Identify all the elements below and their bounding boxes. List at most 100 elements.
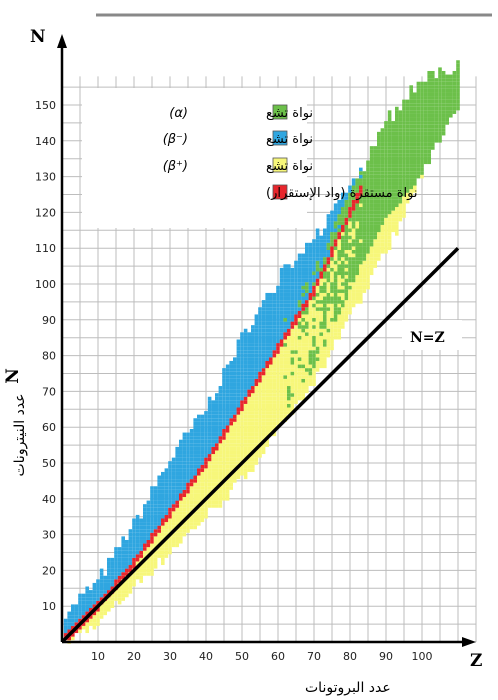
nuclide-cell-alpha <box>323 314 327 319</box>
nuclide-cell-alpha <box>427 153 431 157</box>
nuclide-cell-beta-minus <box>146 525 151 530</box>
nuclide-cell-beta-minus <box>222 389 226 394</box>
nuclide-cell-stable <box>312 292 316 297</box>
nuclide-cell-alpha <box>449 74 453 79</box>
nuclide-cell-beta-plus <box>283 389 287 394</box>
nuclide-cell-alpha <box>341 246 345 250</box>
nuclide-cell-alpha <box>312 353 316 358</box>
axes <box>57 34 476 647</box>
nuclide-cell-alpha <box>323 339 327 344</box>
nuclide-cell-alpha <box>373 160 377 165</box>
nuclide-cell-beta-plus <box>326 335 331 340</box>
nuclide-cell-beta-minus <box>132 522 136 526</box>
nuclide-cell-alpha <box>402 192 406 197</box>
nuclide-cell-stable <box>182 493 187 498</box>
nuclide-cell-beta-plus <box>161 543 165 548</box>
nuclide-cell-beta-plus <box>153 536 158 540</box>
nuclide-cell-beta-minus <box>157 497 161 501</box>
nuclide-cell-beta-plus <box>287 360 291 365</box>
nuclide-cell-beta-plus <box>323 292 327 297</box>
nuclide-cell-beta-plus <box>236 436 241 440</box>
nuclide-cell-beta-plus <box>200 504 205 508</box>
nuclide-cell-beta-plus <box>301 332 305 336</box>
nuclide-cell-beta-minus <box>290 267 295 272</box>
nuclide-cell-alpha <box>341 267 345 272</box>
nuclide-cell-alpha <box>373 171 377 175</box>
nuclide-cell-beta-plus <box>305 346 309 351</box>
nuclide-cell-alpha <box>384 142 388 147</box>
nuclide-cell-beta-minus <box>193 428 197 433</box>
nuclide-cell-stable <box>247 389 251 394</box>
nuclide-cell-beta-plus <box>384 224 388 229</box>
nuclide-cell-beta-minus <box>265 321 269 326</box>
nuclide-cell-beta-minus <box>193 468 197 472</box>
nuclide-cell-stable <box>67 636 71 641</box>
nuclide-cell-beta-plus <box>337 260 341 265</box>
nuclide-cell-beta-plus <box>279 368 284 372</box>
nuclide-cell-beta-plus <box>258 389 262 394</box>
nuclide-cell-beta-minus <box>240 353 244 358</box>
nuclide-cell-alpha <box>312 296 316 301</box>
nuclide-cell-beta-plus <box>359 264 363 268</box>
nuclide-cell-beta-plus <box>157 536 161 540</box>
nuclide-cell-beta-plus <box>225 446 230 451</box>
nuclide-cell-alpha <box>420 149 424 154</box>
nuclide-cell-beta-minus <box>200 454 205 458</box>
nuclide-cell-beta-minus <box>240 339 244 344</box>
nuclide-cell-alpha <box>431 70 435 75</box>
nuclide-cell-alpha <box>398 181 403 186</box>
nuclide-cell-alpha <box>438 121 442 125</box>
nuclide-cell-alpha <box>344 264 349 268</box>
x-tick-label: 30 <box>163 650 177 663</box>
nuclide-cell-beta-plus <box>305 364 309 369</box>
nuclide-cell-beta-minus <box>225 375 230 379</box>
nuclide-cell-beta-minus <box>182 475 187 480</box>
nuclide-cell-alpha <box>402 181 406 186</box>
nuclide-cell-beta-minus <box>85 607 89 612</box>
nuclide-cell-beta-minus <box>157 479 161 483</box>
nuclide-cell-beta-minus <box>103 575 107 580</box>
nuclide-cell-alpha <box>395 128 399 132</box>
nuclide-cell-beta-plus <box>103 611 107 616</box>
nuclide-cell-beta-plus <box>290 375 295 379</box>
nuclide-cell-alpha <box>398 156 403 161</box>
nuclide-cell-beta-plus <box>229 443 233 447</box>
nuclide-cell-alpha <box>398 192 403 197</box>
nuclide-cell-beta-minus <box>243 350 248 354</box>
nuclide-cell-stable <box>348 214 352 218</box>
nuclide-cell-beta-minus <box>287 275 291 279</box>
nuclide-cell-beta-plus <box>380 246 385 250</box>
nuclide-cell-beta-minus <box>233 386 237 390</box>
nuclide-cell-beta-plus <box>319 335 323 340</box>
nuclide-cell-alpha <box>362 249 367 254</box>
nuclide-cell-beta-minus <box>103 579 107 583</box>
nuclide-cell-stable <box>179 497 183 501</box>
nuclide-cell-alpha <box>431 139 435 143</box>
nuclide-cell-alpha <box>434 96 439 100</box>
x-tick-label: 50 <box>235 650 249 663</box>
nuclide-cell-beta-minus <box>150 493 154 498</box>
nuclide-cell-alpha <box>380 174 385 179</box>
nuclide-cell-beta-plus <box>186 525 190 530</box>
nuclide-cell-stable <box>276 346 280 351</box>
nuclide-cell-beta-plus <box>362 271 367 276</box>
nuclide-cell-beta-plus <box>247 403 251 408</box>
nuclide-cell-beta-plus <box>261 386 266 390</box>
nuclide-cell-alpha <box>330 289 334 293</box>
nuclide-cell-alpha <box>438 96 442 100</box>
nuclide-cell-beta-minus <box>261 303 266 308</box>
nuclide-cell-beta-plus <box>233 461 237 465</box>
nuclide-cell-beta-minus <box>326 217 331 222</box>
nuclide-cell-beta-plus <box>179 532 183 537</box>
nuclide-cell-alpha <box>366 199 370 204</box>
nuclide-cell-stable <box>168 511 172 515</box>
nuclide-cell-alpha <box>341 275 345 279</box>
nuclide-cell-beta-plus <box>333 249 338 254</box>
nuclide-cell-alpha <box>413 128 417 132</box>
nuclide-cell-alpha <box>369 153 374 157</box>
nuclide-cell-beta-plus <box>193 511 197 515</box>
nuclide-cell-beta-plus <box>391 228 395 233</box>
nuclide-cell-alpha <box>434 103 439 107</box>
nuclide-cell-beta-minus <box>308 275 313 279</box>
nuclide-cell-beta-plus <box>265 393 269 397</box>
